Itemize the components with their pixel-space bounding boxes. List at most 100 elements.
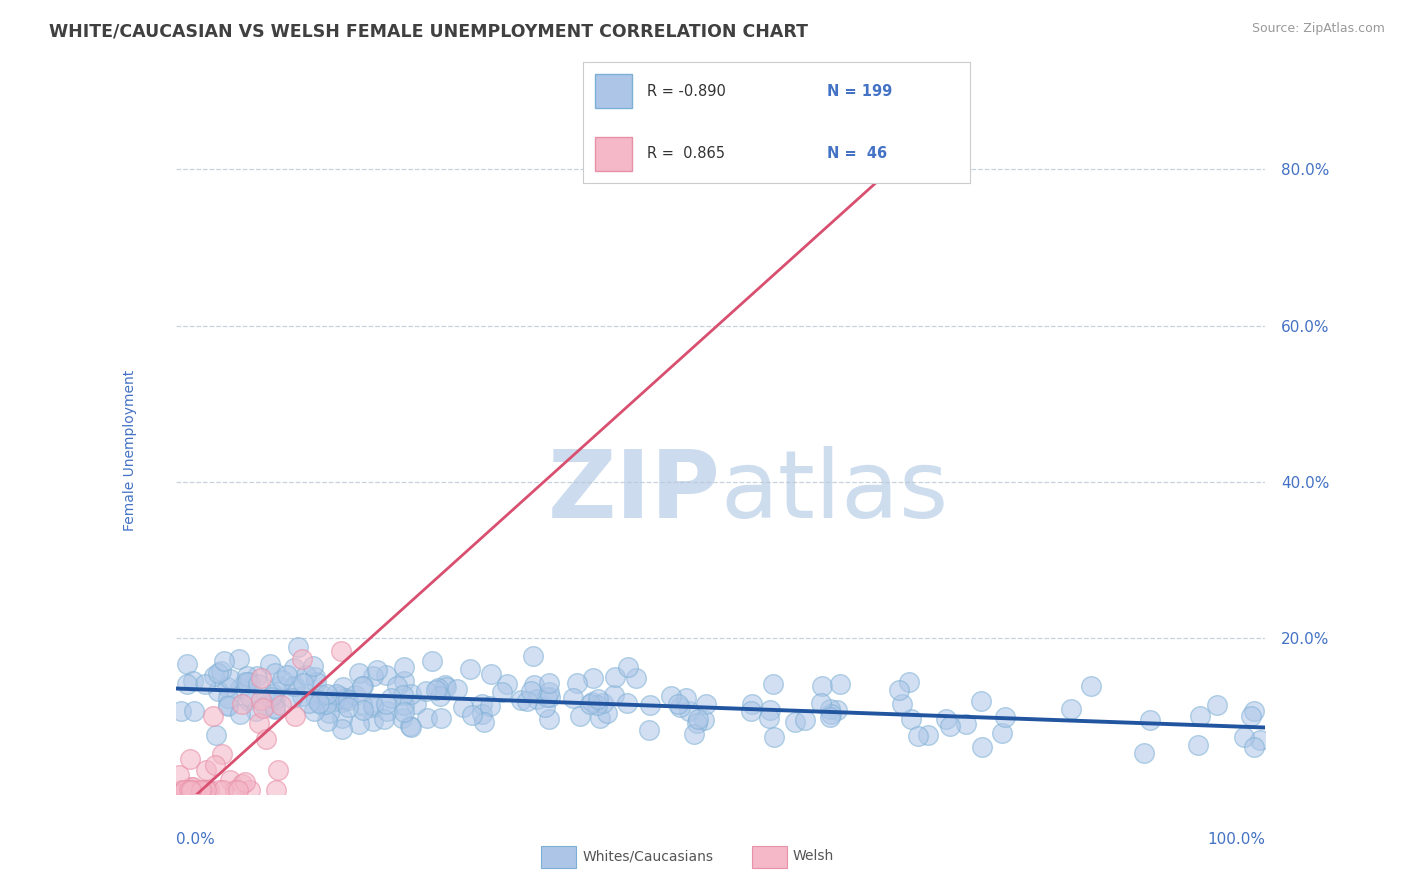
Point xyxy=(235,675,257,690)
Point xyxy=(970,694,993,708)
Point xyxy=(253,698,276,713)
Point xyxy=(481,667,503,681)
Point xyxy=(536,690,558,705)
Point xyxy=(686,716,709,731)
Point xyxy=(972,739,994,754)
Point xyxy=(394,698,416,713)
Point xyxy=(538,690,561,705)
Point xyxy=(820,710,842,724)
Point xyxy=(224,783,246,797)
Point xyxy=(626,671,648,685)
Point xyxy=(287,640,309,654)
Point xyxy=(917,728,939,742)
Point xyxy=(211,747,233,761)
Point xyxy=(510,693,533,707)
Point xyxy=(330,722,353,736)
Point xyxy=(176,657,198,671)
Text: atlas: atlas xyxy=(721,446,949,538)
Point xyxy=(616,696,638,710)
Point xyxy=(991,726,1014,740)
Point xyxy=(758,711,780,725)
Point xyxy=(617,660,640,674)
Point xyxy=(337,700,360,714)
Point xyxy=(453,700,475,714)
Point xyxy=(659,690,682,704)
Point xyxy=(682,727,704,741)
FancyBboxPatch shape xyxy=(595,137,631,171)
Text: Whites/Caucasians: Whites/Caucasians xyxy=(582,849,713,863)
Point xyxy=(935,712,957,726)
Point xyxy=(195,763,218,777)
Point xyxy=(586,698,609,712)
Point xyxy=(818,702,841,716)
Point xyxy=(810,696,832,710)
Point xyxy=(169,767,191,781)
Point xyxy=(533,700,555,714)
Point xyxy=(520,683,543,698)
Text: Welsh: Welsh xyxy=(793,849,834,863)
Text: Source: ZipAtlas.com: Source: ZipAtlas.com xyxy=(1251,22,1385,36)
Point xyxy=(425,683,447,698)
Point xyxy=(603,670,626,684)
Point xyxy=(181,673,204,688)
Point xyxy=(578,698,600,712)
Point xyxy=(250,692,273,706)
Point xyxy=(302,704,325,718)
Point xyxy=(284,708,307,723)
Point xyxy=(226,783,249,797)
Point xyxy=(337,693,360,707)
Point xyxy=(762,677,785,691)
Point xyxy=(392,660,415,674)
Point xyxy=(219,773,242,788)
Point xyxy=(249,715,271,730)
Point xyxy=(955,717,977,731)
Point xyxy=(399,719,422,733)
Point xyxy=(305,675,328,690)
Text: 100.0%: 100.0% xyxy=(1208,831,1265,847)
Point xyxy=(471,697,494,711)
Point xyxy=(828,677,851,691)
Point xyxy=(420,654,443,668)
Point xyxy=(426,681,449,695)
Point xyxy=(256,732,278,747)
Point xyxy=(1187,738,1209,752)
Point xyxy=(177,783,200,797)
Point xyxy=(198,783,221,797)
Point xyxy=(190,783,212,797)
Point xyxy=(246,677,269,691)
Point xyxy=(741,697,763,711)
Point xyxy=(491,685,513,699)
Point xyxy=(231,777,253,791)
Text: 0.0%: 0.0% xyxy=(176,831,215,847)
Point xyxy=(392,688,415,702)
Point xyxy=(496,677,519,691)
Point xyxy=(523,678,546,692)
Point xyxy=(170,704,193,718)
Point xyxy=(316,714,339,728)
Point xyxy=(183,704,205,718)
Point xyxy=(276,667,298,681)
Point xyxy=(302,659,325,673)
Point xyxy=(1233,731,1256,745)
Point xyxy=(392,705,415,719)
Point xyxy=(212,783,235,797)
Point xyxy=(366,663,388,677)
Point xyxy=(387,679,409,693)
Point xyxy=(236,693,259,707)
Point xyxy=(907,729,929,743)
Point xyxy=(217,691,239,706)
Point xyxy=(890,697,912,711)
Point xyxy=(184,783,207,797)
Point xyxy=(325,687,347,701)
Point xyxy=(236,675,259,690)
Point xyxy=(174,783,197,797)
Point xyxy=(377,704,399,718)
Point xyxy=(239,690,262,704)
Point xyxy=(180,783,202,797)
Text: R =  0.865: R = 0.865 xyxy=(647,146,725,161)
Point xyxy=(229,681,252,695)
Point xyxy=(252,700,274,714)
Point xyxy=(190,783,212,797)
Point xyxy=(669,699,692,714)
Point xyxy=(323,694,346,708)
